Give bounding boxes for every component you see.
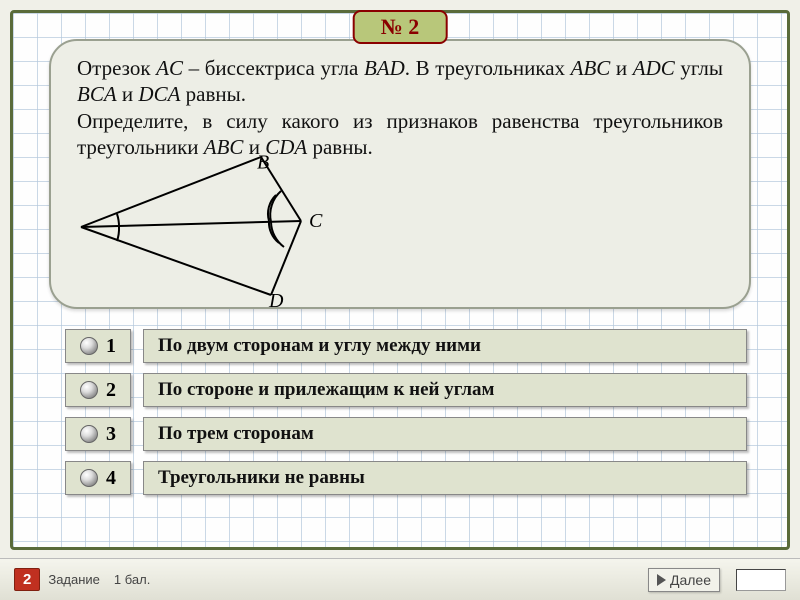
- radio-icon: [80, 337, 98, 355]
- radio-icon: [80, 469, 98, 487]
- radio-icon: [80, 381, 98, 399]
- points-label: 1 бал.: [114, 572, 150, 587]
- answer-2-selector[interactable]: 2: [65, 373, 131, 407]
- vertex-b-label: B: [257, 152, 269, 174]
- answer-row: 2 По стороне и прилежащим к ней углам: [65, 373, 747, 407]
- page-number-badge: 2: [14, 568, 40, 591]
- vertex-d-label: D: [268, 290, 284, 307]
- answers-list: 1 По двум сторонам и углу между ними 2 П…: [65, 329, 747, 505]
- answer-row: 1 По двум сторонам и углу между ними: [65, 329, 747, 363]
- answer-row: 4 Треугольники не равны: [65, 461, 747, 495]
- answer-4-text[interactable]: Треугольники не равны: [143, 461, 747, 495]
- question-box: Отрезок AC – биссектриса угла BAD. В тре…: [49, 39, 751, 309]
- answer-number: 2: [106, 379, 116, 402]
- question-text: Отрезок AC – биссектриса угла BAD. В тре…: [77, 55, 723, 160]
- answer-number: 3: [106, 423, 116, 446]
- answer-1-selector[interactable]: 1: [65, 329, 131, 363]
- vertex-c-label: C: [309, 210, 323, 232]
- next-label: Далее: [670, 572, 711, 588]
- answer-3-text[interactable]: По трем сторонам: [143, 417, 747, 451]
- footer-bar: 2 Задание 1 бал. Далее: [0, 558, 800, 600]
- next-button[interactable]: Далее: [648, 568, 720, 592]
- radio-icon: [80, 425, 98, 443]
- answer-number: 4: [106, 467, 116, 490]
- answer-row: 3 По трем сторонам: [65, 417, 747, 451]
- answer-4-selector[interactable]: 4: [65, 461, 131, 495]
- answer-2-text[interactable]: По стороне и прилежащим к ней углам: [143, 373, 747, 407]
- page-jump-input[interactable]: [736, 569, 786, 591]
- answer-number: 1: [106, 335, 116, 358]
- answer-1-text[interactable]: По двум сторонам и углу между ними: [143, 329, 747, 363]
- arrow-right-icon: [657, 574, 666, 586]
- task-label: Задание: [48, 572, 100, 587]
- answer-3-selector[interactable]: 3: [65, 417, 131, 451]
- notebook-frame: № 2 Отрезок AC – биссектриса угла BAD. В…: [10, 10, 790, 550]
- question-number-badge: № 2: [353, 10, 448, 44]
- geometry-diagram: B C D: [71, 147, 331, 307]
